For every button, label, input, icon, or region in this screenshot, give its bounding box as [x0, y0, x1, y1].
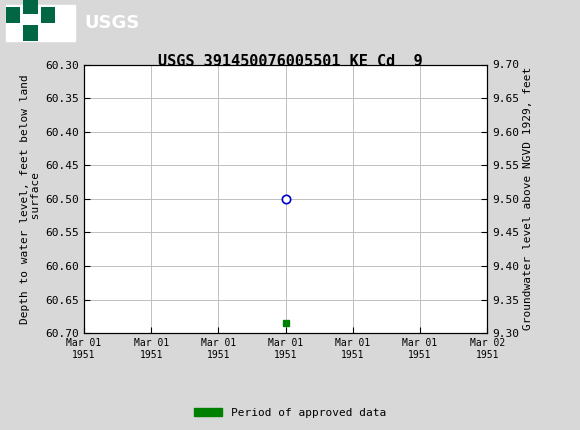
Bar [23, 25, 38, 41]
Y-axis label: Depth to water level, feet below land
 surface: Depth to water level, feet below land su… [20, 74, 41, 324]
Bar [6, 7, 20, 22]
Bar [41, 7, 55, 22]
Text: USGS: USGS [84, 14, 139, 31]
Legend: Period of approved data: Period of approved data [190, 403, 390, 422]
Bar [23, 0, 38, 14]
Y-axis label: Groundwater level above NGVD 1929, feet: Groundwater level above NGVD 1929, feet [523, 67, 533, 331]
Text: USGS 391450076005501 KE Cd  9: USGS 391450076005501 KE Cd 9 [158, 54, 422, 69]
Bar [6, 4, 75, 41]
